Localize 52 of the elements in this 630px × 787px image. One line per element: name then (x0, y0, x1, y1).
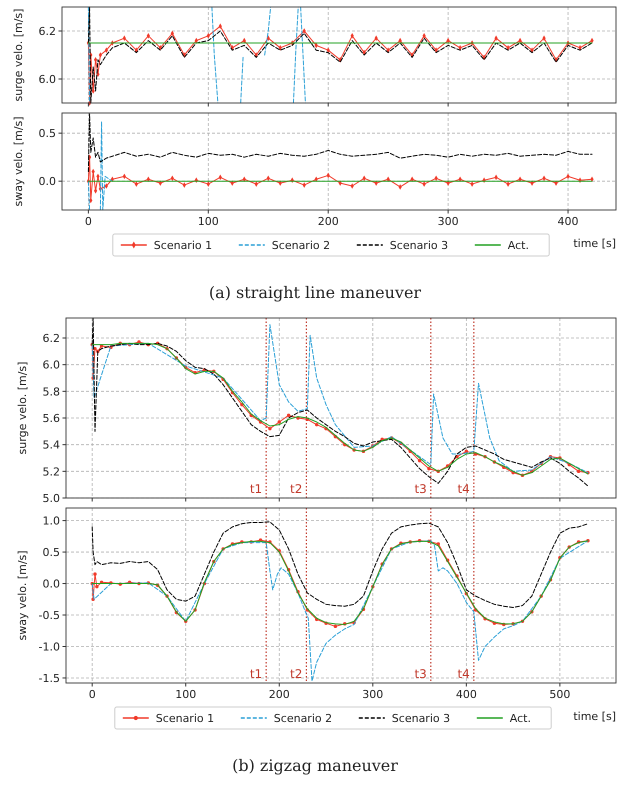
x-tick-label: 200 (318, 215, 339, 228)
y-tick-label: 5.6 (42, 412, 60, 425)
y-tick-label: 0.5 (42, 546, 60, 560)
legend-label: Act. (508, 239, 530, 252)
ref-line-label: t4 (457, 667, 470, 681)
x-tick-label: 0 (84, 215, 92, 228)
y-axis-title: sway velo. [m/s] (16, 550, 29, 641)
y-tick-label: 5.8 (42, 385, 60, 398)
x-axis-title: time [s] (573, 237, 616, 250)
ref-line-label: t1 (250, 667, 262, 681)
legend-label: Scenario 3 (390, 239, 448, 252)
y-axis-title: sway velo. [m/s] (12, 116, 25, 207)
text: (b) zigzag maneuver (232, 756, 398, 775)
y-tick-label: 1.0 (42, 514, 60, 528)
legend-label: Scenario 3 (392, 712, 450, 725)
x-tick-label: 500 (549, 688, 570, 701)
legend-label: Scenario 2 (274, 712, 332, 725)
y-axis-title: surge velo. [m/s] (12, 8, 25, 102)
y-tick-label: -1.5 (38, 672, 60, 685)
legend-label: Scenario 1 (154, 239, 212, 252)
ref-line-label: t3 (414, 482, 427, 496)
ref-line-label: t1 (250, 482, 262, 496)
y-tick-label: 0.0 (42, 578, 60, 591)
y-tick-label: 5.4 (42, 438, 60, 452)
legend-label: Act. (510, 712, 532, 725)
y-tick-label: 5.0 (42, 492, 60, 505)
x-tick-label: 400 (558, 215, 579, 228)
x-tick-label: 300 (438, 215, 459, 228)
y-tick-label: 0.0 (38, 175, 56, 188)
x-tick-label: 300 (362, 688, 384, 701)
y-tick-label: 6.0 (42, 358, 60, 372)
x-tick-label: 100 (198, 215, 219, 228)
x-tick-label: 400 (456, 688, 477, 701)
y-tick-label: -0.5 (38, 609, 60, 622)
x-tick-label: 100 (175, 688, 196, 701)
x-tick-label: 200 (268, 688, 290, 701)
legend-label: Scenario 1 (156, 712, 214, 725)
y-tick-label: 0.5 (38, 127, 56, 140)
y-tick-label: 6.2 (42, 332, 60, 345)
y-axis-title: surge velo. [m/s] (16, 362, 29, 454)
legend-label: Scenario 2 (272, 239, 330, 252)
x-axis-title: time [s] (573, 710, 616, 723)
y-tick-label: 6.0 (38, 73, 56, 86)
ref-line-label: t2 (290, 482, 302, 496)
ref-line-label: t3 (414, 667, 427, 681)
ref-line-label: t4 (457, 482, 470, 496)
y-tick-label: -1.0 (38, 640, 60, 654)
y-tick-label: 6.2 (38, 25, 56, 38)
text: (a) straight line maneuver (208, 283, 422, 302)
x-tick-label: 0 (88, 688, 96, 701)
ref-line-label: t2 (290, 667, 302, 681)
y-tick-label: 5.2 (42, 465, 60, 478)
